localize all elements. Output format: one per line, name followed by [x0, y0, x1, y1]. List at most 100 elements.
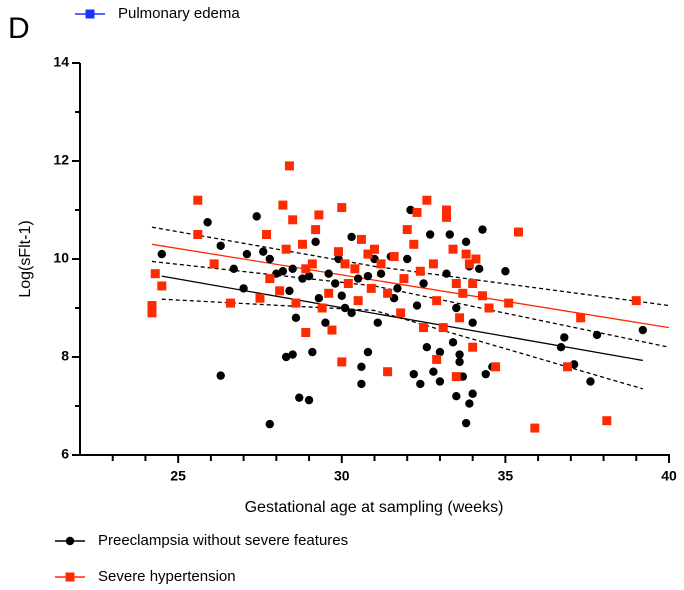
point [399, 274, 409, 284]
legend-marker [65, 572, 75, 582]
point [157, 249, 167, 259]
point [422, 195, 432, 205]
point [209, 259, 219, 269]
x-tick-label: 35 [498, 468, 514, 484]
y-tick-label: 12 [53, 152, 69, 168]
point [216, 241, 225, 250]
point [530, 423, 540, 433]
point [288, 264, 297, 273]
point [432, 354, 442, 364]
point [295, 393, 304, 402]
point [471, 254, 481, 264]
point [556, 343, 566, 352]
point [265, 419, 274, 429]
point [265, 274, 275, 284]
point [314, 210, 324, 220]
point [265, 254, 274, 264]
point [317, 303, 327, 313]
point [324, 269, 333, 278]
legend-label: Severe hypertension [98, 568, 236, 585]
point [464, 259, 474, 269]
point [311, 237, 320, 247]
point [458, 288, 468, 298]
point [576, 313, 586, 323]
point [321, 318, 330, 327]
point [281, 244, 291, 254]
point [340, 303, 350, 313]
point [278, 200, 288, 210]
point [288, 215, 298, 225]
point [432, 296, 442, 306]
point [239, 284, 248, 293]
point [356, 234, 366, 244]
point [425, 230, 435, 239]
point [278, 267, 288, 276]
point [441, 205, 451, 215]
legend-marker [85, 9, 95, 19]
point [255, 293, 265, 303]
y-axis-label: Log(sFlt-1) [17, 220, 34, 297]
point [631, 296, 641, 306]
point [281, 352, 291, 362]
point [455, 313, 465, 323]
point [242, 249, 252, 259]
point [157, 281, 167, 291]
point [461, 237, 471, 247]
point [452, 392, 461, 401]
point [216, 371, 225, 380]
point [429, 367, 438, 376]
point [452, 303, 461, 313]
point [409, 239, 419, 249]
point [563, 362, 573, 372]
point [383, 367, 393, 377]
point [275, 286, 285, 296]
point [445, 230, 454, 239]
point [435, 347, 445, 357]
point [638, 325, 648, 335]
point [468, 389, 477, 398]
point [203, 218, 212, 227]
point [448, 244, 458, 254]
point [435, 377, 445, 386]
point [229, 264, 238, 273]
point [291, 313, 301, 322]
point [396, 308, 406, 318]
point [468, 342, 478, 352]
point [504, 298, 514, 308]
point [586, 377, 595, 386]
point [451, 372, 461, 382]
point [468, 279, 478, 288]
point [455, 350, 464, 359]
point [347, 308, 356, 318]
point [438, 323, 448, 333]
legend-label: Preeclampsia without severe features [98, 532, 348, 549]
point [327, 325, 337, 335]
point [337, 291, 346, 300]
point [262, 230, 272, 239]
point [560, 333, 569, 342]
panel-label: D [8, 12, 30, 45]
point [451, 279, 461, 288]
point [284, 161, 294, 171]
point [147, 301, 157, 311]
x-axis-label: Gestational age at sampling (weeks) [245, 499, 504, 516]
point [350, 264, 360, 274]
y-tick-label: 8 [61, 348, 69, 364]
point [301, 264, 311, 274]
point [363, 347, 373, 357]
point [337, 357, 347, 367]
point [419, 323, 429, 333]
point [412, 207, 422, 217]
y-tick-label: 10 [53, 250, 69, 266]
point [252, 212, 261, 221]
point [337, 203, 347, 213]
point [389, 252, 399, 262]
y-tick-label: 6 [61, 446, 69, 462]
x-tick-label: 25 [170, 468, 186, 484]
point [373, 318, 382, 327]
point [370, 244, 379, 254]
point [481, 369, 490, 379]
point [285, 286, 294, 296]
point [602, 416, 612, 426]
